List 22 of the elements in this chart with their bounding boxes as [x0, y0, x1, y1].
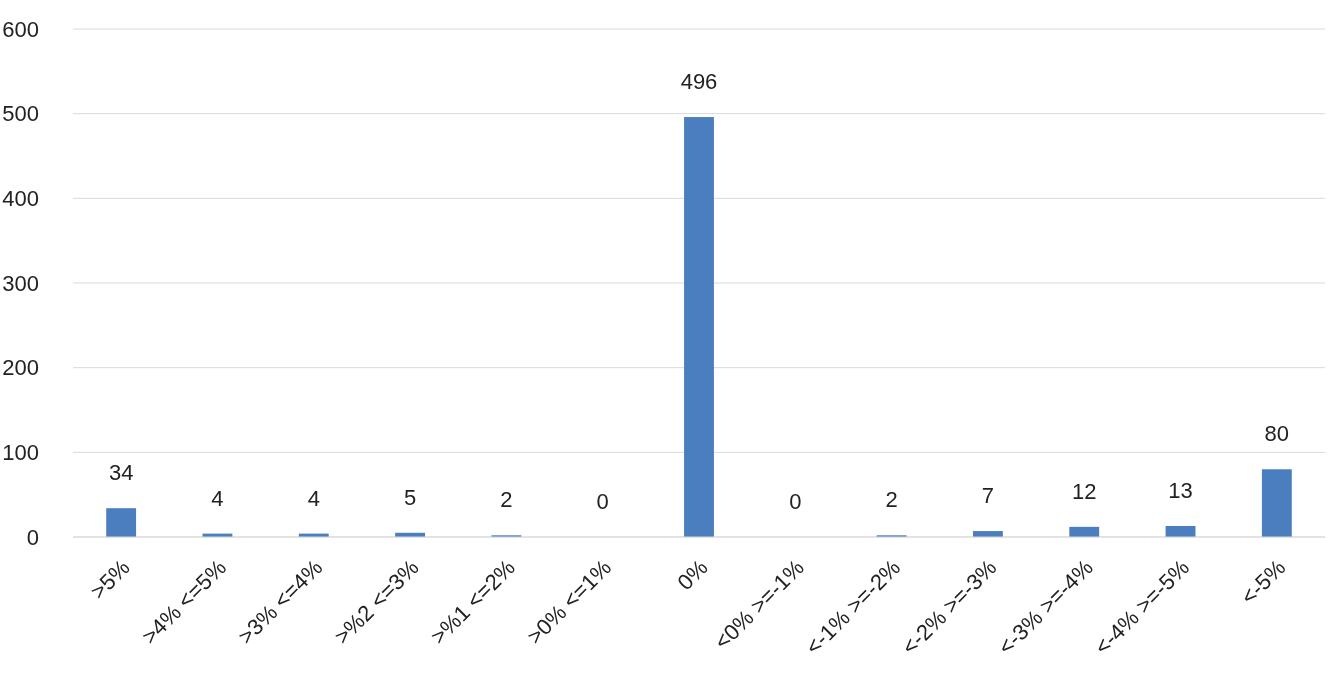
y-tick-label: 0	[26, 524, 39, 550]
data-label: 496	[680, 69, 718, 95]
data-label: 7	[981, 483, 995, 509]
data-label: 80	[1264, 421, 1290, 447]
y-tick-label: 600	[2, 16, 39, 42]
x-tick-label: 0%	[672, 554, 713, 596]
data-label: 0	[789, 489, 802, 514]
data-label: 2	[500, 487, 513, 513]
data-label: 4	[307, 485, 320, 511]
y-tick-label: 100	[2, 440, 39, 466]
y-tick-label: 300	[2, 270, 39, 296]
data-label: 13	[1168, 477, 1193, 503]
y-tick-label: 400	[2, 186, 39, 212]
data-label: 5	[403, 484, 417, 510]
y-tick-label: 500	[2, 101, 39, 127]
data-label: 4	[211, 485, 224, 511]
data-label: 12	[1071, 478, 1097, 504]
data-label: 0	[596, 489, 609, 514]
data-label: 2	[885, 487, 898, 513]
data-label: 34	[108, 460, 134, 486]
x-tick-label: >5%	[85, 554, 135, 605]
y-tick-label: 200	[2, 355, 39, 381]
